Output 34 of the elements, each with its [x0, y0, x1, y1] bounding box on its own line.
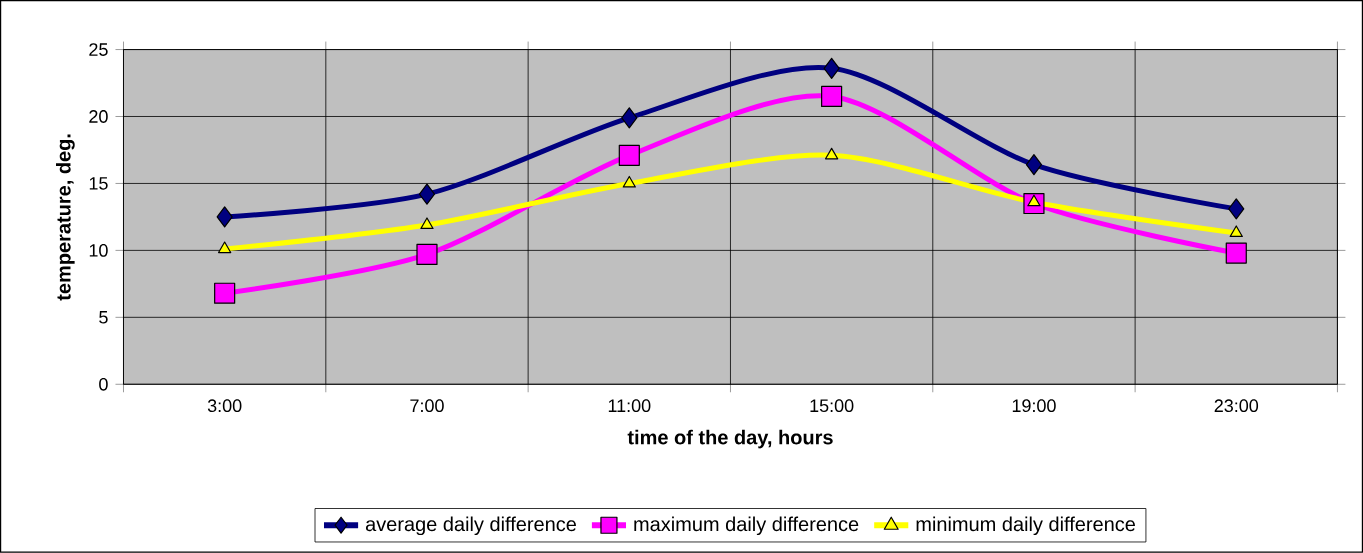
x-axis-title: time of the day, hours: [627, 429, 833, 449]
point: [1228, 198, 1245, 220]
y-tick-label: 10: [89, 244, 108, 257]
point: [1225, 242, 1247, 264]
legend-label: minimum daily difference: [916, 516, 1135, 536]
point: [216, 206, 233, 228]
x-tick-label: 23:00: [1214, 399, 1259, 413]
point: [823, 57, 840, 80]
point: [824, 147, 839, 160]
y-tick-label: 25: [89, 43, 108, 57]
point: [618, 144, 640, 167]
point: [1229, 225, 1243, 238]
legend-label: maximum daily difference: [634, 516, 859, 536]
point: [622, 175, 636, 188]
point: [1025, 154, 1043, 176]
x-tick-label: 3:00: [207, 399, 242, 413]
y-tick-label: 0: [99, 378, 108, 391]
point: [1027, 194, 1041, 207]
point: [214, 282, 236, 304]
point: [420, 217, 434, 230]
y-axis-title: temperature, deg.: [56, 134, 75, 301]
x-tick-label: 15:00: [810, 399, 854, 413]
x-tick-label: 11:00: [608, 399, 651, 413]
point: [621, 107, 638, 129]
point: [418, 183, 436, 205]
y-tick-label: 5: [99, 311, 108, 324]
x-tick-label: 19:00: [1012, 399, 1056, 413]
legend-label: average daily difference: [365, 516, 576, 536]
point: [416, 243, 438, 266]
point: [821, 85, 843, 108]
y-tick-label: 15: [89, 177, 108, 190]
y-tick-label: 20: [89, 110, 108, 124]
point: [218, 241, 232, 254]
x-tick-label: 7:00: [410, 399, 444, 413]
